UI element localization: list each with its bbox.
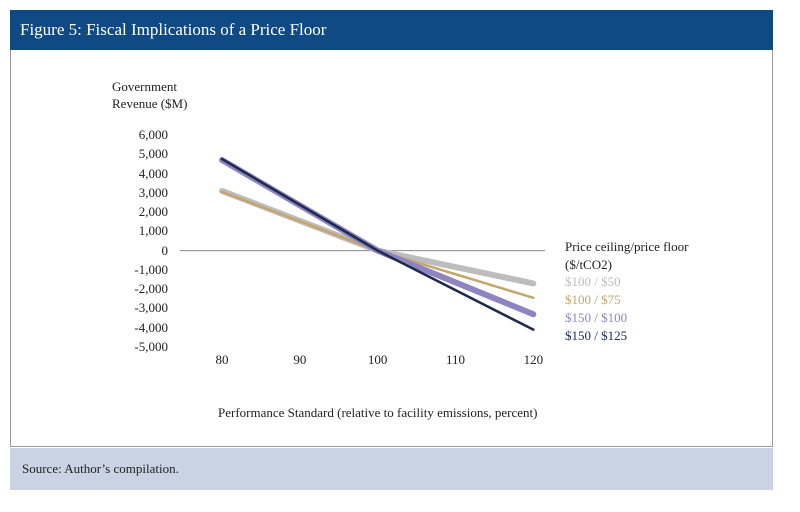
x-tick-label: 90	[293, 352, 307, 367]
x-tick-label: 110	[445, 352, 466, 367]
y-tick-label: 3,000	[138, 184, 168, 200]
x-axis-title: Performance Standard (relative to facili…	[218, 405, 538, 420]
series-line	[219, 157, 537, 318]
legend-entry: $150 / $100	[565, 310, 628, 325]
y-tick-label: 2,000	[138, 204, 168, 220]
x-tick-label: 80	[215, 352, 229, 367]
x-tick-label: 120	[523, 352, 544, 367]
source-bar: Source: Author’s compilation.	[10, 448, 773, 490]
y-tick-label: 0	[161, 242, 169, 258]
legend-title: Price ceiling/price floor ($/tCO2)	[565, 239, 689, 272]
y-tick-label: 5,000	[138, 146, 168, 162]
y-tick-label: -4,000	[134, 319, 168, 335]
y-tick-label: -3,000	[134, 300, 168, 316]
y-axis-title: Government Revenue ($M)	[112, 79, 188, 111]
legend-entry: $100 / $75	[565, 292, 621, 307]
y-tick-label: 6,000	[138, 127, 168, 142]
figure-title: Figure 5: Fiscal Implications of a Price…	[20, 20, 327, 39]
legend-entry: $150 / $125	[565, 328, 628, 343]
series-line	[220, 157, 535, 331]
chart-frame	[10, 50, 773, 447]
y-tick-label: -5,000	[134, 339, 168, 354]
header-bar: Figure 5: Fiscal Implications of a Price…	[10, 10, 773, 50]
y-tick-label: -2,000	[134, 281, 168, 297]
x-tick-label: 100	[367, 352, 388, 367]
source-note: Source: Author’s compilation.	[22, 461, 179, 476]
series-line	[219, 187, 537, 287]
y-tick-label: -1,000	[134, 261, 168, 277]
y-tick-label: 1,000	[138, 223, 168, 239]
y-tick-label: 4,000	[138, 165, 168, 181]
legend-entry: $100 / $50	[565, 274, 621, 289]
